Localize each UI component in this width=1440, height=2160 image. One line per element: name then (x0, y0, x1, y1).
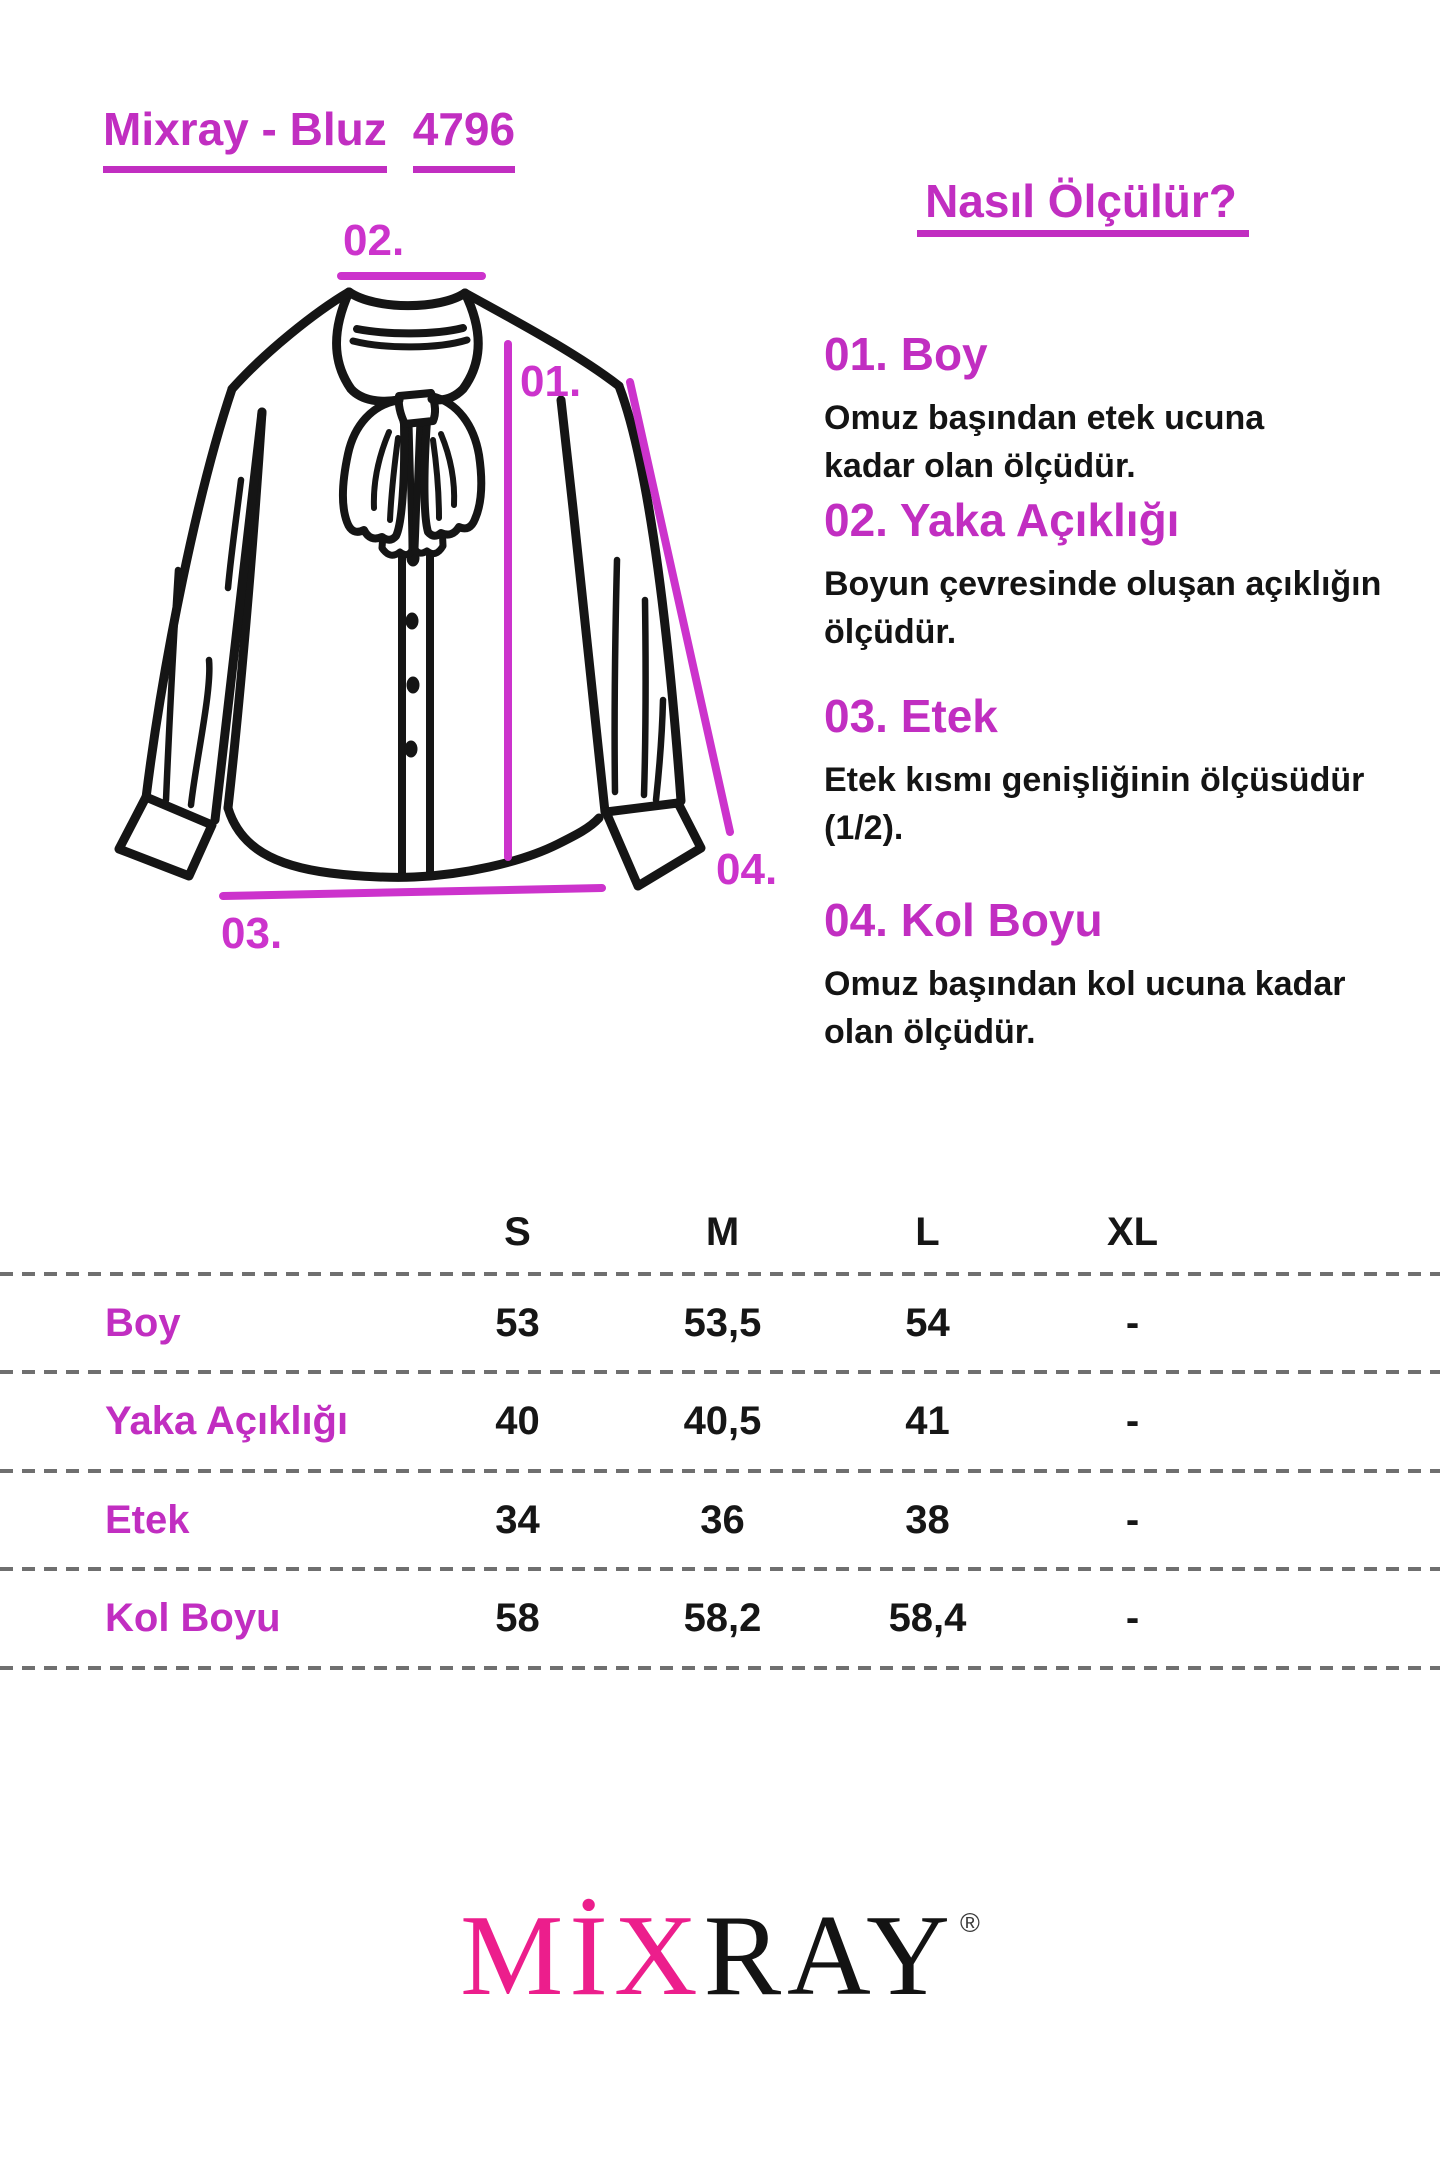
brand-logo: MİXRAY ® (0, 1896, 1440, 2045)
row-value: 54 (905, 1300, 950, 1345)
size-column-l: L (915, 1209, 940, 1254)
left-sleeve (114, 384, 267, 881)
size-column-s: S (504, 1209, 531, 1254)
row-label: Yaka Açıklığı (105, 1398, 349, 1443)
guide-section-desc-line: Boyun çevresinde oluşan açıklığın (824, 565, 1382, 603)
guide-section-title: 04. Kol Boyu (824, 894, 1103, 946)
blouse-line-art: 02. 01. 04. 03. (114, 216, 777, 958)
table-divider (0, 1666, 1440, 1670)
product-title-code: 4796 (412, 104, 516, 173)
row-value: 40,5 (683, 1398, 762, 1443)
row-label: Etek (105, 1497, 190, 1542)
measure-label-04: 04. (716, 845, 777, 894)
guide-heading: Nasıl Ölçülür? (925, 175, 1237, 227)
row-value: - (1125, 1300, 1140, 1345)
measure-line-03 (219, 884, 606, 900)
registered-trademark-icon: ® (959, 1908, 980, 1938)
measure-label-02: 02. (343, 216, 404, 265)
guide-heading-underline (917, 230, 1249, 237)
buttons (404, 549, 420, 758)
product-title: Mixray - Bluz 4796 (103, 104, 516, 173)
guide-section-desc-line: Etek kısmı genişliğinin ölçüsüdür (824, 761, 1365, 799)
guide-section-title: 03. Etek (824, 690, 998, 742)
brand-logo-ray: RAY (703, 1892, 956, 2020)
row-value: 34 (495, 1497, 540, 1542)
guide-section-title: 02. Yaka Açıklığı (824, 494, 1180, 546)
row-value: 36 (700, 1497, 745, 1542)
guide-section-etek: 03. Etek Etek kısmı genişliğinin ölçüsüd… (824, 688, 1424, 852)
table-divider (0, 1272, 1440, 1276)
table-row-etek: Etek 34 36 38 - (0, 1473, 1440, 1567)
table-row-kol-boyu: Kol Boyu 58 58,2 58,4 - (0, 1571, 1440, 1665)
size-column-xl: XL (1106, 1209, 1159, 1254)
guide-section-title: 01. Boy (824, 328, 988, 380)
row-value: 58,4 (888, 1595, 967, 1640)
row-value: 58 (495, 1595, 540, 1640)
row-label: Boy (105, 1300, 181, 1345)
table-divider (0, 1370, 1440, 1374)
guide-section-kol-boyu: 04. Kol Boyu Omuz başından kol ucuna kad… (824, 892, 1424, 1056)
blouse-measure-diagram: 02. 01. 04. 03. (0, 0, 800, 1000)
product-title-name: Mixray - Bluz (103, 104, 387, 173)
right-sleeve (556, 381, 706, 891)
guide-section-desc-line: (1/2). (824, 809, 904, 847)
measure-label-03: 03. (221, 909, 282, 958)
guide-section-desc-line: ölçüdür. (824, 613, 957, 651)
guide-section-desc-line: Omuz başından etek ucuna (824, 399, 1265, 437)
table-divider (0, 1469, 1440, 1473)
row-value: 38 (905, 1497, 950, 1542)
brand-logo-mix: MİX (460, 1892, 704, 2020)
guide-section-yaka: 02. Yaka Açıklığı Boyun çevresinde oluşa… (824, 492, 1424, 656)
collar (332, 287, 483, 406)
size-column-m: M (705, 1209, 740, 1254)
guide-section-desc-line: kadar olan ölçüdür. (824, 447, 1136, 485)
row-value: - (1125, 1497, 1140, 1542)
row-value: - (1125, 1398, 1140, 1443)
row-value: 58,2 (683, 1595, 762, 1640)
bow-loops (338, 392, 486, 544)
table-divider (0, 1567, 1440, 1571)
measure-line-04 (626, 378, 734, 836)
size-table-header: S M L XL (0, 1192, 1440, 1272)
measure-label-01: 01. (520, 357, 581, 406)
row-value: 41 (905, 1398, 950, 1443)
guide-section-boy: 01. Boy Omuz başından etek ucuna kadar o… (824, 326, 1424, 490)
table-row-yaka: Yaka Açıklığı 40 40,5 41 - (0, 1374, 1440, 1468)
row-value: 40 (495, 1398, 540, 1443)
guide-section-desc-line: olan ölçüdür. (824, 1013, 1036, 1051)
measure-lines (219, 272, 734, 900)
guide-section-desc-line: Omuz başından kol ucuna kadar (824, 965, 1346, 1003)
row-label: Kol Boyu (105, 1595, 281, 1640)
table-row-boy: Boy 53 53,5 54 - (0, 1276, 1440, 1370)
row-value: 53 (495, 1300, 540, 1345)
row-value: - (1125, 1595, 1140, 1640)
row-value: 53,5 (683, 1300, 762, 1345)
